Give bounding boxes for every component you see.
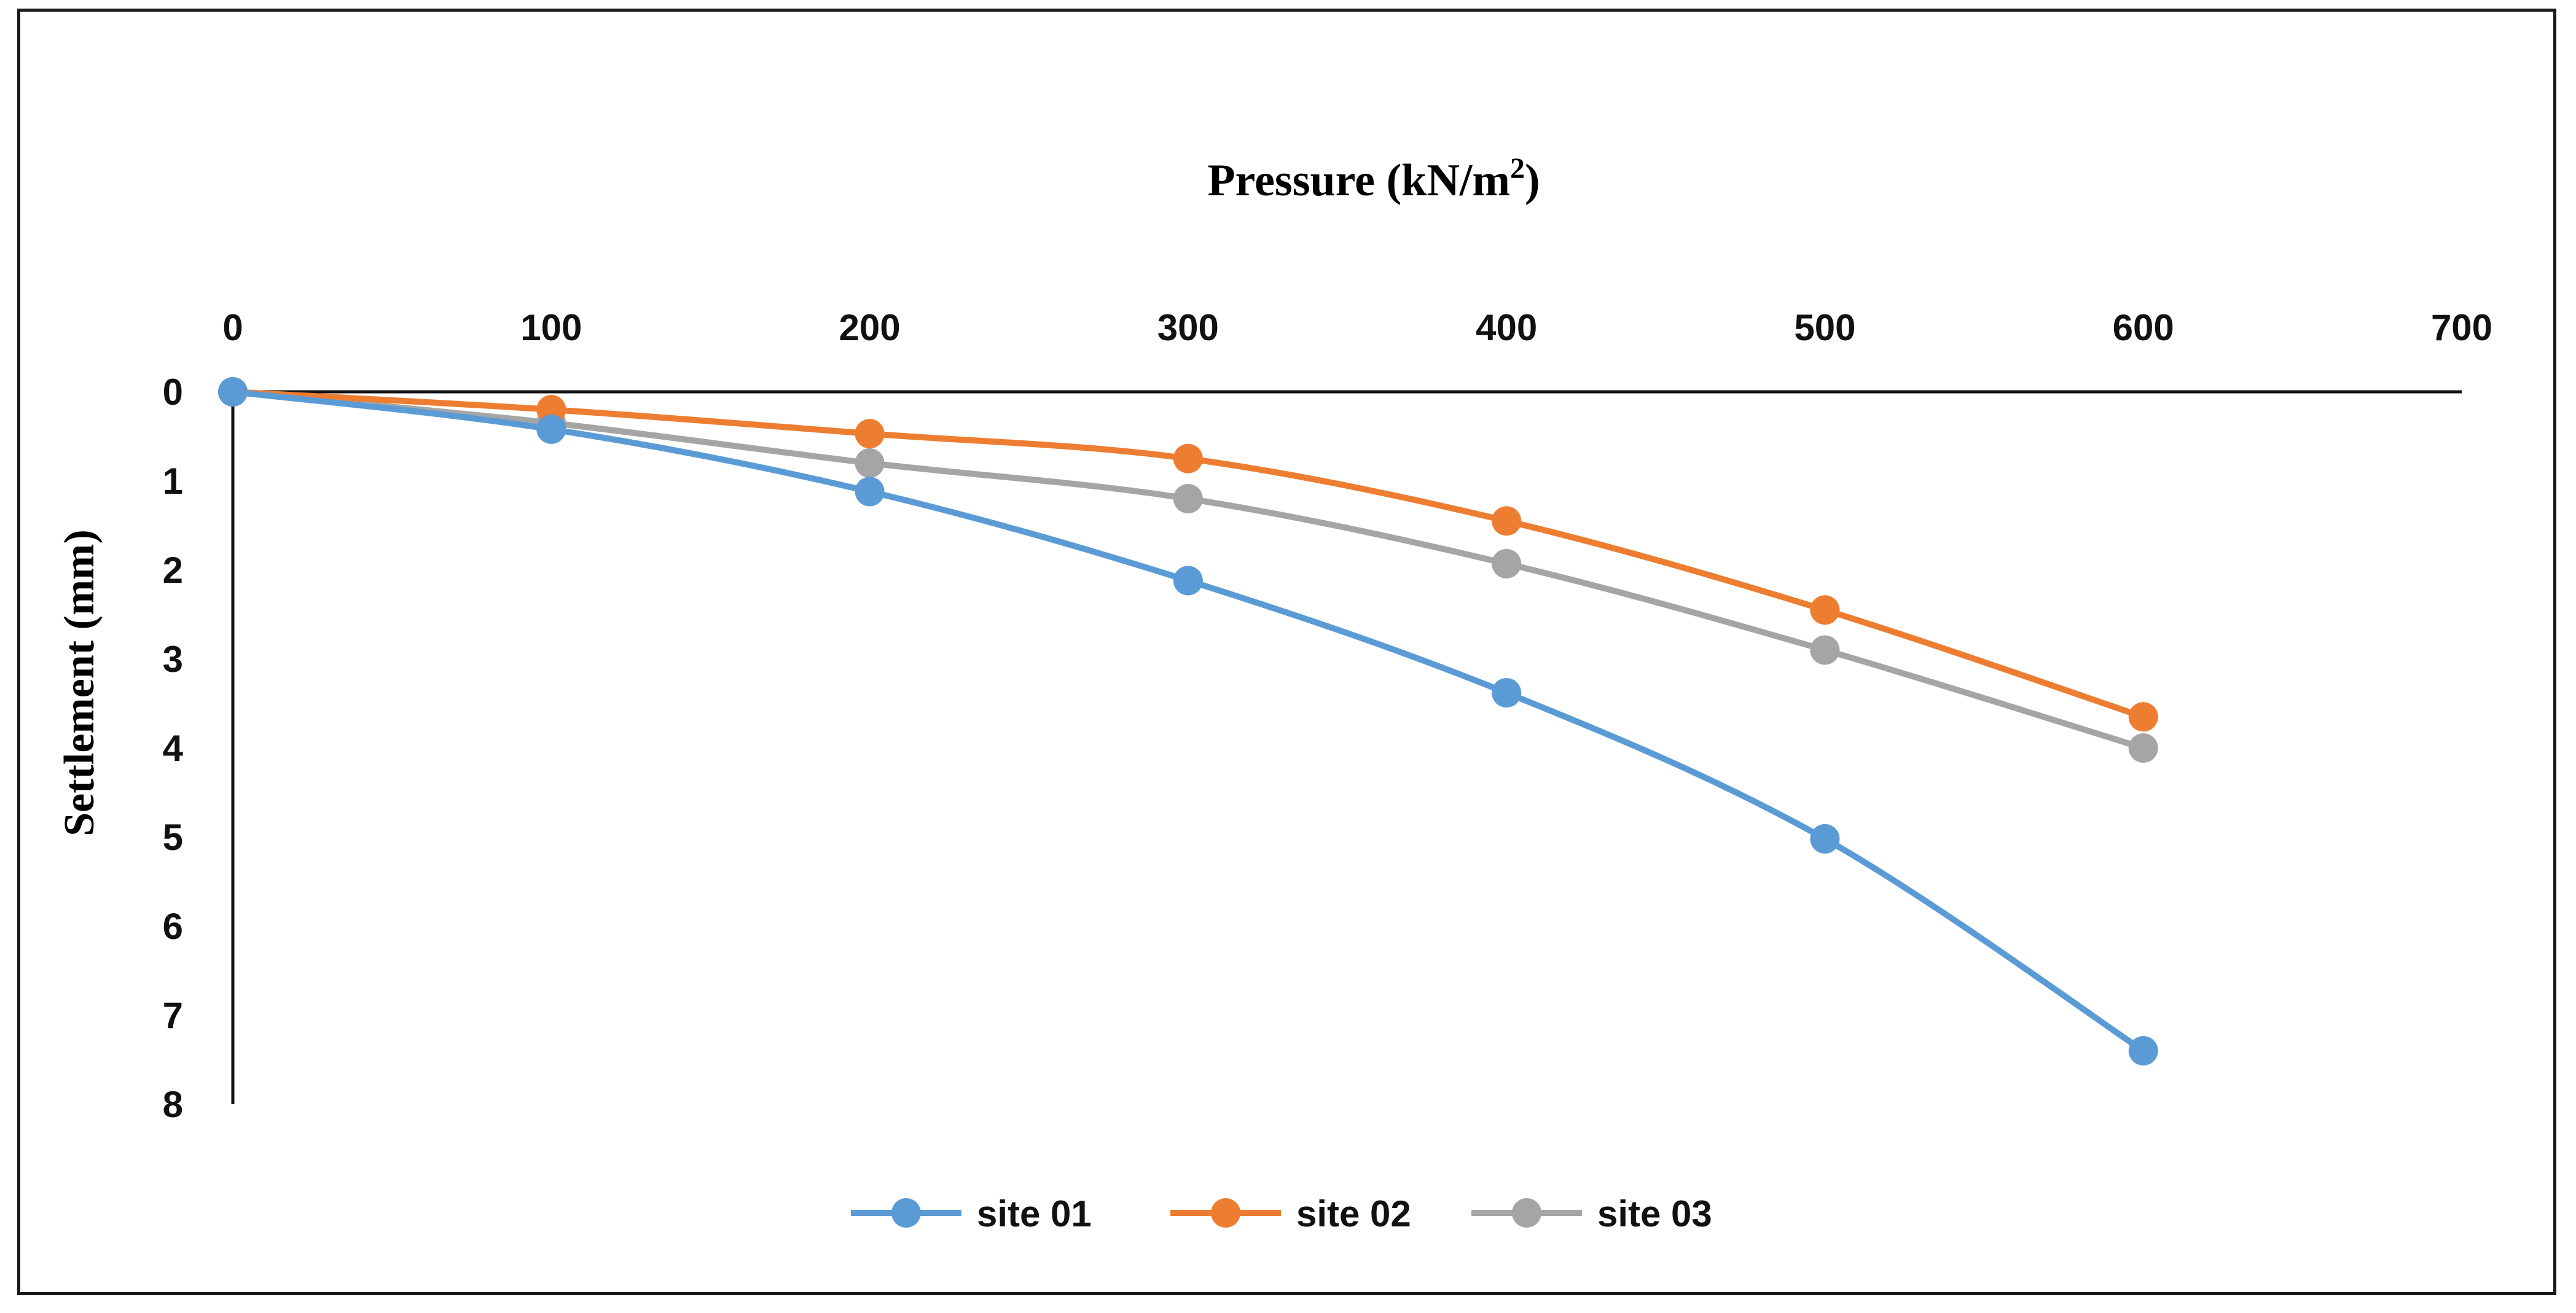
data-point-site-02 (2128, 702, 2158, 732)
legend-swatch-marker (1211, 1198, 1240, 1228)
data-point-site-03 (2128, 733, 2158, 763)
x-tick-labels: 0 100 200 300 400 500 600 700 (222, 307, 2492, 348)
x-tick-label: 500 (1794, 307, 1855, 348)
legend-label: site 03 (1597, 1193, 1712, 1234)
chart-frame (17, 9, 2556, 1295)
data-point-site-01 (1492, 678, 1522, 708)
data-point-site-02 (1173, 443, 1203, 473)
y-tick-label: 4 (163, 728, 184, 769)
x-axis-title: Pressure (kN/m2) (1207, 152, 1540, 206)
data-point-site-01 (536, 414, 566, 444)
x-tick-label: 0 (222, 307, 243, 348)
y-tick-label: 2 (163, 550, 183, 591)
y-tick-label: 5 (163, 817, 183, 858)
y-tick-label: 3 (163, 639, 183, 680)
legend-item-site-02: site 02 (1170, 1193, 1411, 1234)
data-point-site-01 (855, 477, 885, 507)
x-tick-label: 100 (520, 307, 582, 348)
legend-swatch-marker (1512, 1198, 1541, 1228)
data-point-site-03 (1492, 548, 1522, 579)
x-axis-title-close: ) (1525, 155, 1540, 206)
x-tick-label: 600 (2113, 307, 2174, 348)
data-point-site-03 (1810, 635, 1840, 665)
data-point-site-01 (2128, 1036, 2158, 1066)
x-tick-label: 300 (1157, 307, 1219, 348)
legend-label: site 02 (1296, 1193, 1411, 1234)
series-points (218, 377, 2158, 1066)
y-tick-label: 7 (163, 995, 183, 1036)
x-tick-label: 400 (1476, 307, 1537, 348)
y-tick-labels: 0 1 2 3 4 5 6 7 8 (163, 372, 184, 1125)
legend-item-site-01: site 01 (851, 1193, 1092, 1234)
legend-label: site 01 (977, 1193, 1092, 1234)
y-tick-label: 8 (163, 1084, 183, 1125)
data-point-site-01 (1810, 824, 1840, 854)
legend-swatch-marker (891, 1198, 921, 1228)
y-axis-title: Settlement (mm) (56, 529, 103, 836)
legend-item-site-03: site 03 (1471, 1193, 1712, 1234)
data-point-site-02 (1810, 595, 1840, 625)
data-point-site-02 (855, 419, 885, 449)
y-tick-label: 6 (163, 906, 183, 947)
x-axis-title-text: Pressure (kN/m (1207, 155, 1510, 206)
axes (231, 390, 2462, 1104)
y-tick-label: 1 (163, 461, 183, 502)
x-tick-label: 700 (2431, 307, 2492, 348)
x-axis-title-superscript: 2 (1510, 152, 1525, 185)
x-tick-label: 200 (839, 307, 901, 348)
data-point-site-03 (1173, 484, 1203, 513)
data-point-site-02 (1492, 506, 1522, 536)
data-point-site-03 (855, 448, 885, 478)
series-line-site-02 (230, 389, 2147, 720)
data-point-site-01 (218, 377, 248, 407)
data-point-site-01 (1173, 566, 1203, 596)
y-tick-label: 0 (163, 372, 183, 413)
legend: site 01 site 02 site 03 (851, 1193, 1712, 1234)
